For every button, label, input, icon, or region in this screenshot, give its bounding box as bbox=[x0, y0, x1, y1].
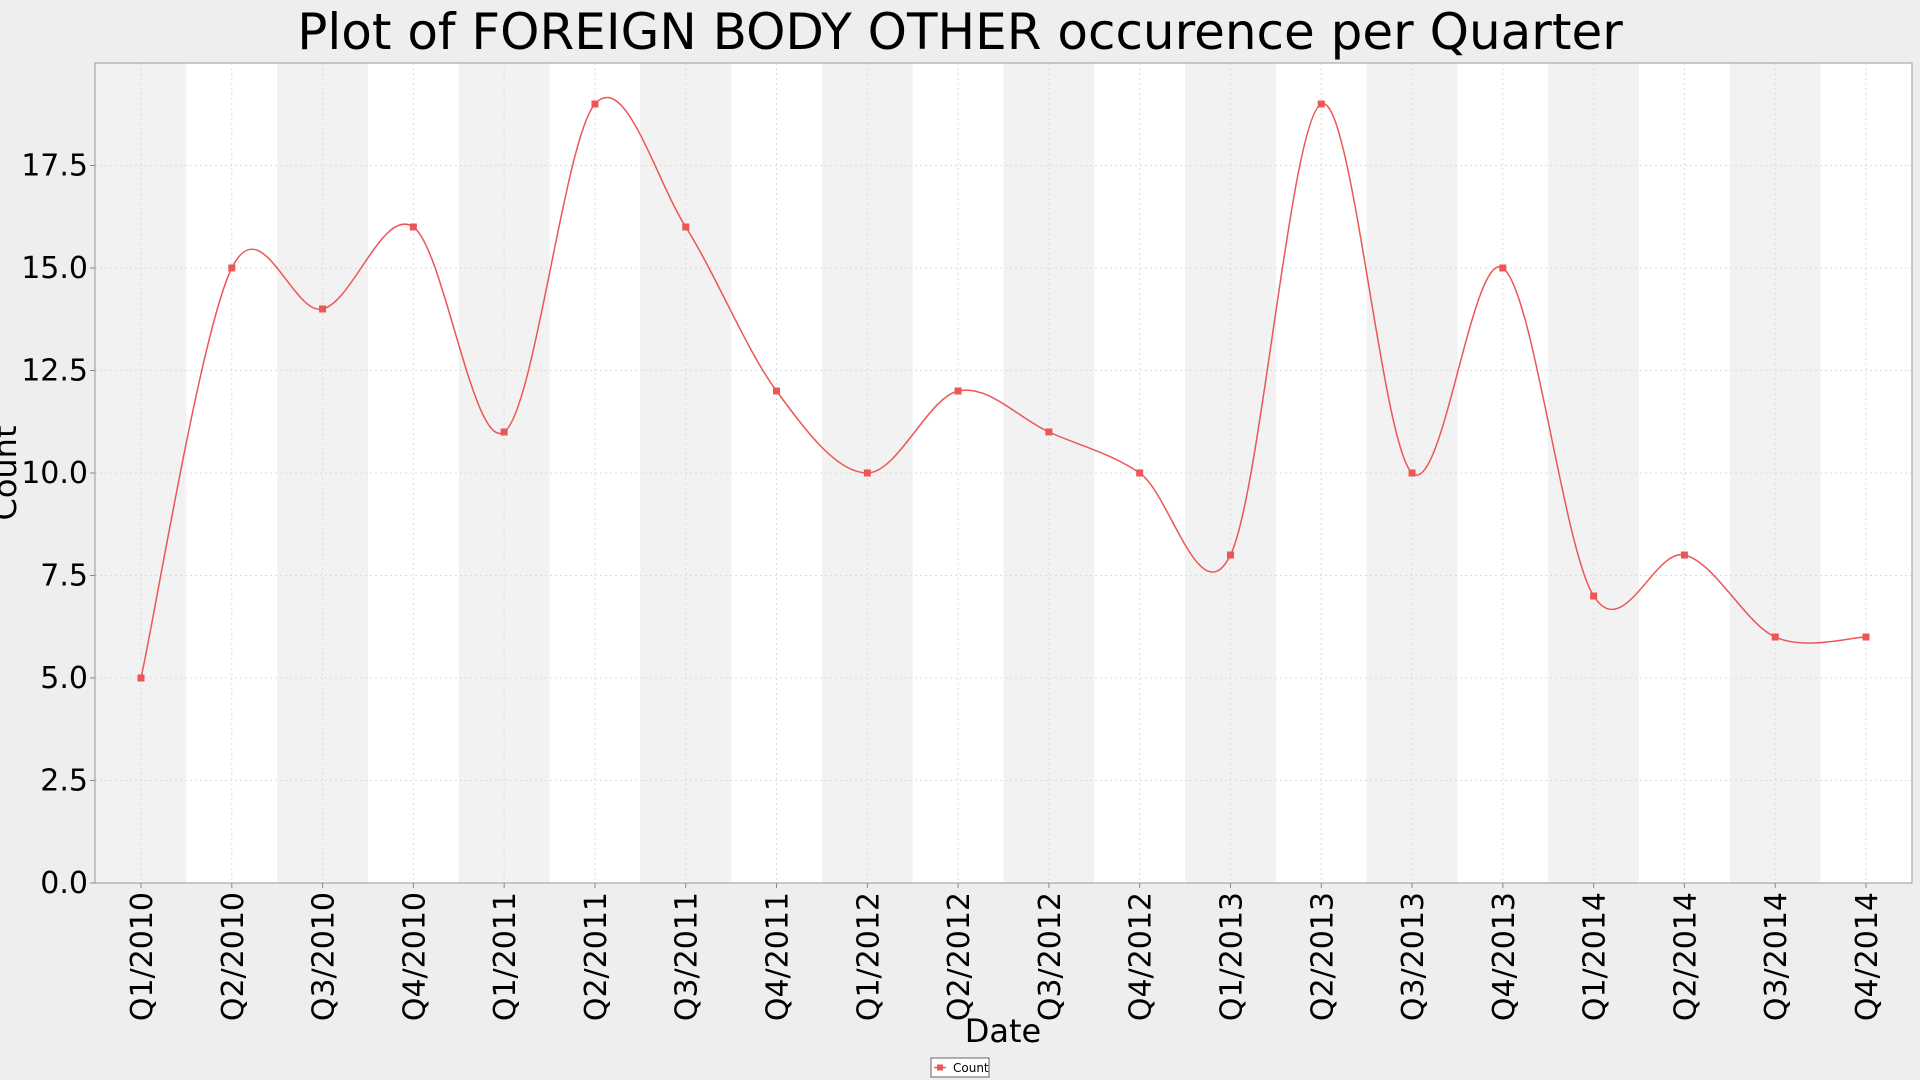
x-tick-label: Q2/2010 bbox=[216, 892, 251, 1021]
plot-bands bbox=[95, 63, 1912, 883]
data-point bbox=[1590, 592, 1598, 600]
y-tick-label: 17.5 bbox=[21, 149, 88, 184]
x-tick-label: Q4/2012 bbox=[1124, 892, 1159, 1021]
data-point bbox=[1499, 264, 1507, 272]
data-point bbox=[409, 223, 417, 231]
data-point bbox=[954, 387, 962, 395]
x-tick-label: Q2/2014 bbox=[1668, 892, 1703, 1021]
x-tick-label: Q3/2011 bbox=[670, 892, 705, 1021]
data-point bbox=[228, 264, 236, 272]
y-axis-label: Count bbox=[0, 425, 24, 520]
x-tick-label: Q1/2010 bbox=[125, 892, 160, 1021]
data-point bbox=[863, 469, 871, 477]
legend-marker bbox=[937, 1064, 943, 1071]
legend-box bbox=[930, 1057, 990, 1078]
y-tick-label: 7.5 bbox=[40, 559, 88, 594]
x-tick-label: Q2/2013 bbox=[1305, 892, 1340, 1021]
x-tick-label: Q3/2013 bbox=[1396, 892, 1431, 1021]
series-points bbox=[137, 100, 1870, 682]
x-tick-label: Q2/2011 bbox=[579, 892, 614, 1021]
x-axis-ticks: Q1/2010 Q2/2010 Q3/2010 Q4/2010 Q1/2011 Q2/20… bbox=[125, 883, 1885, 1021]
data-point bbox=[1862, 633, 1870, 641]
x-tick-label: Q1/2013 bbox=[1214, 892, 1249, 1021]
data-point bbox=[682, 223, 690, 231]
data-point bbox=[1408, 469, 1416, 477]
x-tick-label: Q4/2010 bbox=[397, 892, 432, 1021]
y-tick-label: 15.0 bbox=[21, 251, 88, 286]
data-point bbox=[1317, 100, 1325, 108]
legend-label: Count bbox=[953, 1061, 989, 1075]
data-point bbox=[319, 305, 327, 313]
data-point bbox=[1226, 551, 1234, 559]
x-tick-label: Q4/2011 bbox=[761, 892, 796, 1021]
y-tick-label: 10.0 bbox=[21, 456, 88, 491]
y-axis-ticks: 0.0 2.5 5.0 7.5 10.0 12.5 15.0 17.5 bbox=[21, 149, 95, 901]
x-axis-label: Date bbox=[965, 1012, 1041, 1050]
y-tick-label: 12.5 bbox=[21, 354, 88, 389]
y-tick-label: 0.0 bbox=[40, 866, 88, 901]
data-point bbox=[500, 428, 508, 436]
x-tick-label: Q1/2012 bbox=[851, 892, 886, 1021]
x-tick-label: Q3/2012 bbox=[1033, 892, 1068, 1021]
x-tick-label: Q3/2014 bbox=[1759, 892, 1794, 1021]
x-tick-label: Q4/2014 bbox=[1850, 892, 1885, 1021]
data-point bbox=[1680, 551, 1688, 559]
x-tick-label: Q2/2012 bbox=[942, 892, 977, 1021]
y-tick-label: 5.0 bbox=[40, 661, 88, 696]
x-tick-label: Q1/2011 bbox=[488, 892, 523, 1021]
legend: Count bbox=[930, 1057, 990, 1078]
x-tick-label: Q1/2014 bbox=[1578, 892, 1613, 1021]
data-point bbox=[591, 100, 599, 108]
data-point bbox=[1136, 469, 1144, 477]
data-point bbox=[1045, 428, 1053, 436]
x-tick-label: Q3/2010 bbox=[307, 892, 342, 1021]
data-point bbox=[1771, 633, 1779, 641]
chart-title: Plot of FOREIGN BODY OTHER occurence per… bbox=[297, 3, 1623, 61]
data-point bbox=[773, 387, 781, 395]
data-point bbox=[137, 674, 145, 682]
x-tick-label: Q4/2013 bbox=[1487, 892, 1522, 1021]
y-tick-label: 2.5 bbox=[40, 764, 88, 799]
